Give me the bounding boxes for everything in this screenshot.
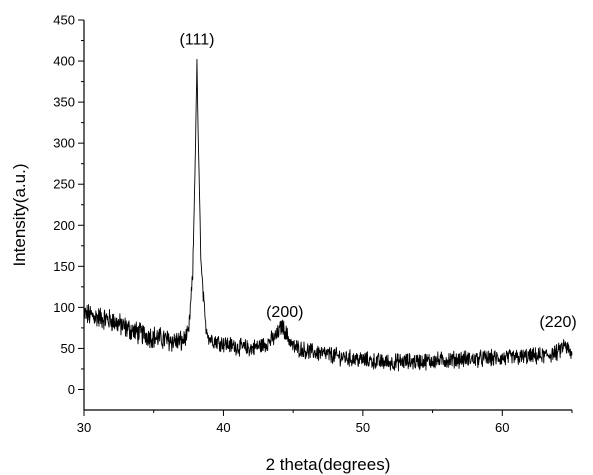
y-tick-label: 200	[53, 218, 75, 233]
annotations-layer: (111) (200) (220)	[179, 32, 576, 331]
x-tick-label: 60	[495, 420, 509, 435]
y-tick-label: 300	[53, 136, 75, 151]
x-tick-label: 50	[356, 420, 370, 435]
peak-annotation-1: (200)	[266, 304, 303, 321]
x-axis-title: 2 theta(degrees)	[266, 455, 391, 474]
xrd-pattern-line-0	[84, 59, 572, 371]
x-tick-label: 30	[77, 420, 91, 435]
x-tick-label: 40	[216, 420, 230, 435]
ticks-layer: 30 40 50 60 0 50 100 150 200 250 300 350 400 450	[53, 13, 572, 436]
peak-annotation-0: (111)	[179, 32, 214, 49]
y-tick-label: 0	[68, 382, 75, 397]
y-tick-label: 450	[53, 13, 75, 28]
y-tick-label: 50	[61, 341, 75, 356]
series-layer	[84, 59, 572, 371]
y-tick-label: 250	[53, 177, 75, 192]
y-tick-label: 350	[53, 95, 75, 110]
y-tick-label: 150	[53, 259, 75, 274]
y-tick-label: 100	[53, 300, 75, 315]
y-tick-label: 400	[53, 54, 75, 69]
y-axis-title: Intensity(a.u.)	[10, 164, 29, 267]
peak-annotation-2: (220)	[539, 314, 576, 331]
